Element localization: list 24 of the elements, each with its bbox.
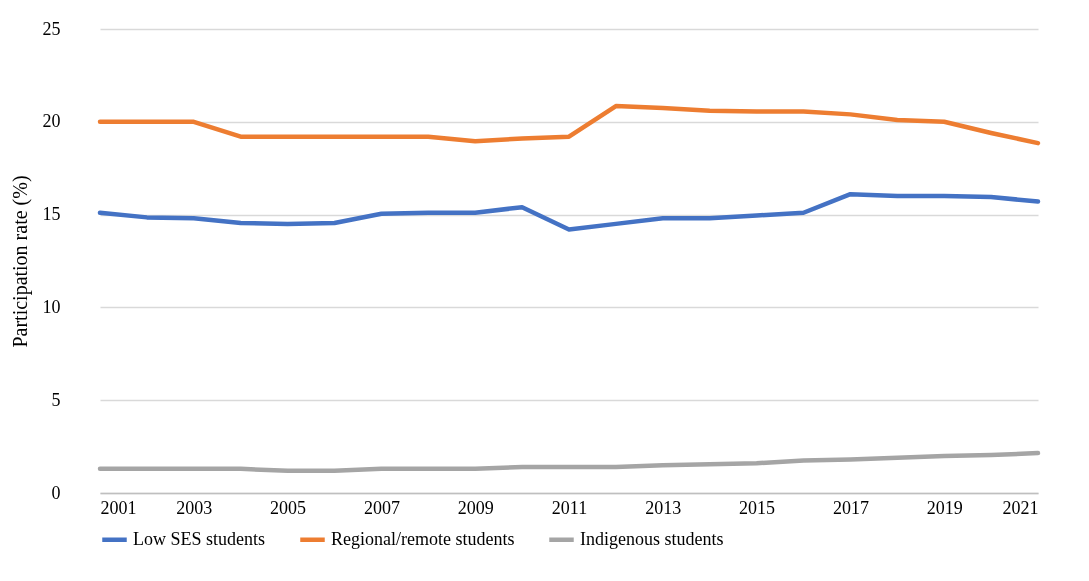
line-series [97,103,1041,146]
line-series [97,191,1041,232]
x-tick-label: 2009 [457,497,494,518]
x-tick-label: 2001 [100,497,137,518]
x-tick-label: 2011 [551,497,588,518]
legend-label: Regional/remote students [331,528,515,549]
legend-label: Low SES students [133,528,266,549]
y-tick-label: 5 [51,389,61,410]
x-tick-label: 2013 [645,497,682,518]
x-tick-label: 2007 [363,497,400,518]
x-tick-label: 2005 [270,497,307,518]
y-tick-label: 25 [42,18,61,39]
x-tick-label: 2017 [832,497,869,518]
y-tick-label: 15 [42,204,61,225]
x-tick-label: 2003 [176,497,213,518]
line-series [97,450,1041,473]
legend-label: Indigenous students [580,528,724,549]
x-tick-label: 2019 [926,497,963,518]
y-axis-title: Participation rate (%) [8,175,32,348]
x-tick-label: 2015 [739,497,776,518]
y-tick-label: 10 [42,296,61,317]
y-tick-label: 0 [51,482,61,503]
y-tick-label: 20 [42,111,61,132]
x-tick-label: 2021 [1002,497,1039,518]
